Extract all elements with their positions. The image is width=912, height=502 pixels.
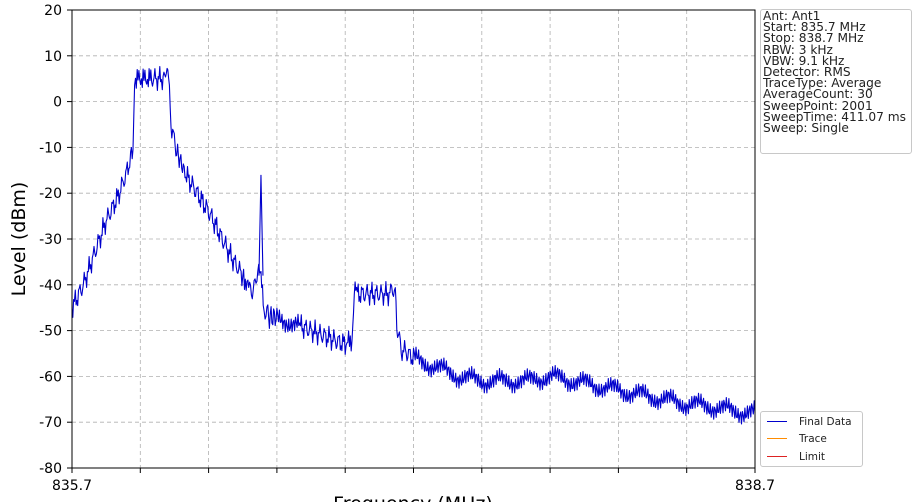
info-stop-frequency: Stop: 838.7 MHz [763, 31, 864, 46]
y-axis-title: Level (dBm) [8, 182, 30, 297]
y-tick-label: -20 [39, 186, 62, 202]
measurement-settings-box: Ant: Ant1 Start: 835.7 MHz Stop: 838.7 M… [760, 9, 912, 154]
y-tick-label: -10 [39, 140, 62, 156]
info-start-frequency: Start: 835.7 MHz [763, 20, 866, 35]
legend-label: Trace [799, 433, 827, 445]
info-sweep-mode: Sweep: Single [763, 121, 849, 136]
info-sweep-point: SweepPoint: 2001 [763, 98, 873, 113]
info-average-count: AverageCount: 30 [763, 87, 873, 102]
legend-swatch [767, 438, 787, 439]
y-tick-label: 20 [44, 3, 62, 19]
legend-item-trace: Trace [767, 432, 862, 446]
info-trace-type: TraceType: Average [763, 76, 882, 91]
legend-label: Final Data [799, 416, 852, 428]
info-detector: Detector: RMS [763, 65, 851, 80]
y-tick-label: -30 [39, 232, 62, 248]
y-tick-label: -70 [39, 415, 62, 431]
y-tick-label: -50 [39, 324, 62, 340]
info-antenna: Ant: Ant1 [763, 9, 821, 23]
chart-legend: Final Data Trace Limit [760, 411, 863, 467]
x-tick-label: 838.7 [735, 478, 775, 494]
spur-peak [258, 174, 264, 276]
x-tick-label: 835.7 [52, 478, 92, 494]
info-vbw: VBW: 9.1 kHz [763, 53, 845, 68]
y-tick-label: -60 [39, 369, 62, 385]
legend-swatch [767, 421, 787, 422]
info-sweep-time: SweepTime: 411.07 ms [763, 109, 906, 124]
y-tick-label: 10 [44, 49, 62, 65]
y-tick-label: -80 [39, 461, 62, 477]
legend-item-limit: Limit [767, 450, 862, 464]
trace-line-final-data [71, 65, 756, 425]
info-rbw: RBW: 3 kHz [763, 42, 833, 57]
legend-label: Limit [799, 451, 826, 463]
x-axis-title: Frequency (MHz) [333, 493, 493, 502]
y-tick-label: -40 [39, 278, 62, 294]
y-tick-label: 0 [53, 95, 62, 111]
trace-lines [71, 65, 756, 425]
legend-swatch [767, 456, 787, 457]
legend-item-final-data: Final Data [767, 415, 862, 429]
